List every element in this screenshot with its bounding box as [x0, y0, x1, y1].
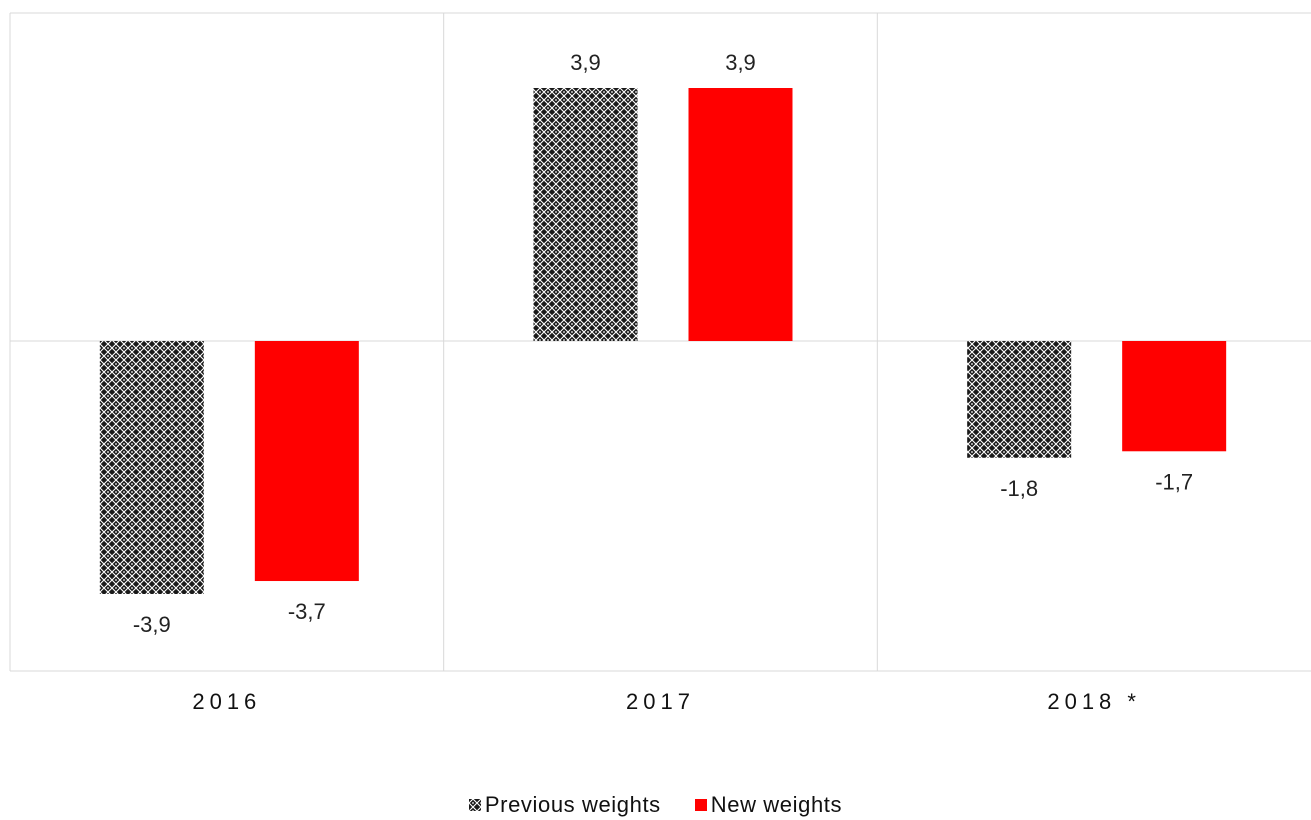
legend-item-previous-weights: Previous weights: [468, 792, 661, 818]
legend-label-new-weights: New weights: [710, 792, 843, 817]
x-axis-tick-label: 2016: [192, 689, 261, 714]
data-label: -1,7: [1155, 469, 1193, 494]
bar-new-weights-0: [254, 341, 359, 582]
bar-previous-weights-0: [99, 341, 204, 594]
data-label: 3,9: [725, 50, 756, 75]
legend: Previous weights New weights: [0, 790, 1311, 820]
red-square-swatch-icon: [694, 799, 707, 811]
data-label: 3,9: [570, 50, 601, 75]
x-axis-tick-labels: 2016 2017 2018 *: [192, 689, 1141, 714]
plot-grid: [9, 12, 1311, 672]
legend-item-new-weights: New weights: [694, 792, 843, 818]
crosshatch-swatch-icon: [468, 799, 481, 811]
bar-previous-weights-1: [533, 88, 638, 341]
bars: [99, 88, 1227, 594]
bar-new-weights-2: [1122, 341, 1227, 452]
data-label: -1,8: [1000, 476, 1038, 501]
bar-new-weights-1: [688, 88, 793, 341]
data-label: -3,7: [288, 599, 326, 624]
bar-previous-weights-2: [967, 341, 1072, 458]
data-label: -3,9: [133, 612, 171, 637]
x-axis-tick-label: 2017: [626, 689, 695, 714]
legend-label-previous-weights: Previous weights: [484, 792, 661, 817]
data-labels: -3,9 -3,7 3,9 3,9 -1,8 -1,7: [133, 50, 1193, 637]
x-axis-tick-label: 2018 *: [1047, 689, 1141, 714]
